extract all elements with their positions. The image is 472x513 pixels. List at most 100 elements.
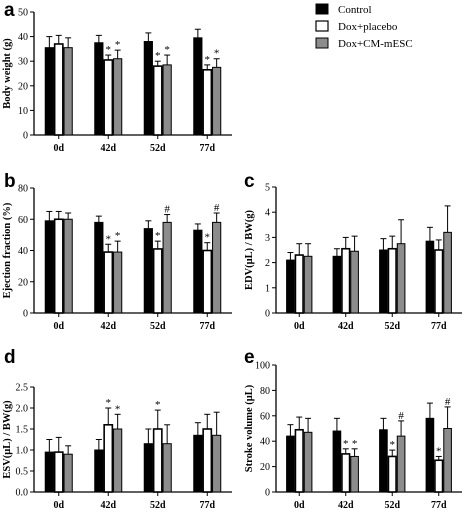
bar bbox=[202, 428, 213, 493]
bar bbox=[44, 451, 54, 493]
bar bbox=[387, 455, 397, 493]
y-tick-label: 3 bbox=[265, 233, 270, 244]
y-tick-label: 2.5 bbox=[16, 383, 29, 394]
bar bbox=[286, 435, 295, 493]
x-tick-label: 77d bbox=[199, 143, 215, 154]
significance-marker: * bbox=[106, 44, 112, 56]
significance-marker: * bbox=[214, 48, 220, 60]
legend: Control Dox+placebo Dox+CM-mESC bbox=[315, 3, 413, 50]
bar bbox=[350, 250, 359, 314]
x-tick-label: 52d bbox=[150, 321, 166, 332]
x-tick-label: 77d bbox=[431, 321, 447, 332]
significance-marker: * bbox=[436, 445, 442, 457]
y-tick-label: 10 bbox=[18, 106, 28, 117]
bar bbox=[387, 247, 397, 314]
x-tick-label: 52d bbox=[150, 500, 166, 511]
y-tick-label: 60 bbox=[18, 215, 28, 226]
bar bbox=[341, 247, 351, 314]
bar bbox=[143, 41, 153, 136]
x-tick-label: 0d bbox=[294, 500, 305, 511]
bar bbox=[434, 249, 444, 314]
bar bbox=[152, 248, 163, 314]
bar bbox=[44, 220, 54, 314]
y-tick-label: 0 bbox=[265, 488, 270, 499]
x-tick-label: 0d bbox=[294, 321, 305, 332]
bar bbox=[303, 255, 313, 314]
bar bbox=[143, 228, 153, 314]
bar bbox=[379, 429, 388, 493]
y-axis-label-d: ESV(μL) / BW(g) bbox=[2, 400, 13, 479]
legend-label-dox-placebo: Dox+placebo bbox=[338, 21, 398, 33]
bar bbox=[94, 42, 104, 136]
bar bbox=[212, 66, 222, 136]
panel-label-e: e bbox=[244, 347, 255, 368]
y-tick-label: 1.0 bbox=[16, 446, 29, 457]
significance-marker: * bbox=[155, 230, 161, 242]
y-tick-label: 40 bbox=[18, 246, 28, 257]
y-tick-label: 40 bbox=[260, 437, 270, 448]
panel-label-a: a bbox=[4, 0, 15, 21]
bar bbox=[63, 218, 73, 314]
panel-label-d: d bbox=[4, 347, 16, 368]
bar bbox=[113, 251, 123, 314]
bar bbox=[303, 431, 313, 493]
significance-marker: * bbox=[155, 399, 161, 411]
x-tick-label: 52d bbox=[150, 143, 166, 154]
bar bbox=[212, 434, 222, 493]
x-tick-label: 42d bbox=[100, 143, 116, 154]
legend-label-dox-cm-mesc: Dox+CM-mESC bbox=[338, 38, 413, 50]
x-tick-label: 52d bbox=[384, 500, 400, 511]
significance-marker: * bbox=[115, 230, 121, 242]
bar bbox=[396, 243, 406, 314]
bar bbox=[44, 47, 54, 136]
bar bbox=[53, 451, 64, 493]
x-tick-label: 0d bbox=[53, 143, 64, 154]
significance-marker: * bbox=[343, 438, 349, 450]
bar bbox=[193, 229, 203, 314]
significance-marker: # bbox=[214, 202, 220, 214]
x-tick-label: 77d bbox=[431, 500, 447, 511]
panel-c: c EDV(μL) / BW(g) 0 1 2 3 4 5 0d 42d 52d 77d bbox=[244, 171, 462, 332]
significance-marker: * bbox=[106, 233, 112, 245]
bar bbox=[202, 69, 213, 136]
significance-marker: * bbox=[115, 39, 121, 51]
y-tick-label: 30 bbox=[18, 57, 28, 68]
bar bbox=[193, 37, 203, 136]
bar bbox=[113, 58, 123, 136]
y-tick-label: 100 bbox=[255, 361, 270, 372]
bar bbox=[63, 453, 73, 493]
y-tick-label: 0.5 bbox=[16, 467, 29, 478]
y-tick-label: 4 bbox=[265, 208, 270, 219]
x-tick-label: 42d bbox=[338, 500, 354, 511]
significance-marker: * bbox=[205, 232, 211, 244]
y-tick-label: 5 bbox=[265, 183, 270, 194]
legend-swatch-control bbox=[315, 3, 329, 15]
x-tick-label: 42d bbox=[338, 321, 354, 332]
panel-label-b: b bbox=[4, 171, 16, 192]
y-tick-label: 20 bbox=[18, 81, 28, 92]
y-tick-label: 0.0 bbox=[16, 488, 29, 499]
y-tick-label: 1 bbox=[265, 283, 270, 294]
bar bbox=[162, 443, 172, 493]
significance-marker: * bbox=[115, 403, 121, 415]
y-axis-label-e: Stroke volume (μL) bbox=[244, 384, 255, 472]
y-tick-label: 2.0 bbox=[16, 404, 29, 415]
x-tick-label: 52d bbox=[384, 321, 400, 332]
bar bbox=[294, 254, 304, 314]
x-tick-label: 42d bbox=[100, 321, 116, 332]
bar bbox=[396, 435, 406, 493]
y-tick-label: 2 bbox=[265, 258, 270, 269]
bar bbox=[94, 449, 104, 493]
bar bbox=[202, 249, 213, 314]
y-axis-label-a: Body weight (g) bbox=[2, 38, 13, 109]
y-tick-label: 1.5 bbox=[16, 425, 29, 436]
y-axis-label-b: Ejection fraction (%) bbox=[2, 202, 13, 298]
bar bbox=[193, 434, 203, 493]
bar bbox=[103, 423, 114, 493]
bar bbox=[113, 428, 123, 493]
legend-swatch-dox-cm-mesc bbox=[315, 37, 329, 49]
bar bbox=[434, 459, 444, 493]
